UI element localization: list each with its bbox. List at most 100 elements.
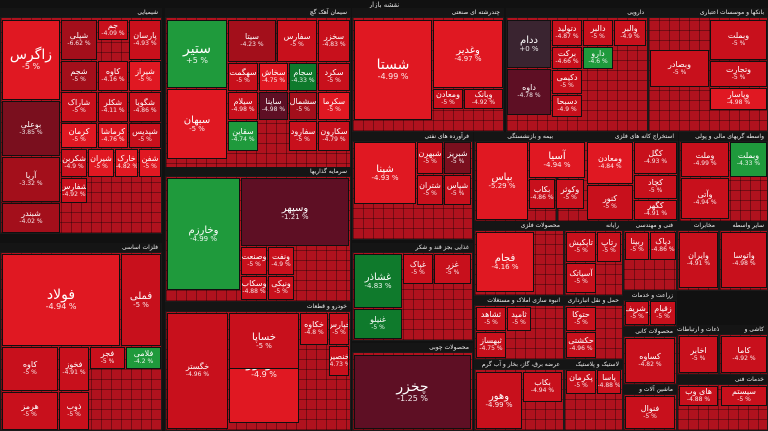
stock-tile[interactable]: سقاین -4.74 % bbox=[228, 121, 258, 151]
stock-tile[interactable]: پاسا -4.88 % bbox=[597, 370, 621, 394]
stock-tile[interactable]: ذوب -5 % bbox=[59, 392, 89, 430]
stock-tile[interactable]: شتران -5 % bbox=[417, 175, 443, 205]
stock-tile[interactable]: سهگمت -5 % bbox=[228, 63, 258, 91]
stock-tile[interactable]: دپاک -4.86 % bbox=[650, 232, 676, 260]
stock-tile[interactable]: ثبهساز -4.75 % bbox=[476, 332, 506, 358]
stock-tile[interactable]: دارو -4.6 % bbox=[583, 47, 613, 69]
stock-tile[interactable]: شفارس -4.92 % bbox=[61, 178, 87, 203]
stock-tile[interactable]: زاگرس -5 % bbox=[2, 20, 60, 100]
stock-tile[interactable]: فخوز -4.91 % bbox=[59, 347, 89, 391]
stock-tile[interactable]: شبریز -5 % bbox=[444, 142, 471, 174]
stock-tile[interactable]: داوه -4.78 % bbox=[507, 69, 551, 115]
stock-tile[interactable]: پارسان -4.93 % bbox=[129, 20, 161, 60]
stock-tile[interactable]: شبندر -4.02 % bbox=[2, 203, 60, 233]
stock-tile[interactable]: کگل -4.93 % bbox=[634, 142, 677, 174]
stock-tile[interactable]: شستا -4.99 % bbox=[354, 20, 432, 120]
stock-tile[interactable]: شیران -5 % bbox=[88, 149, 114, 177]
stock-tile[interactable]: ومعادن -4.84 % bbox=[587, 142, 633, 184]
stock-tile[interactable]: فولاد -4.94 % bbox=[2, 254, 120, 346]
stock-tile[interactable]: کاما -4.92 % bbox=[721, 336, 767, 373]
stock-tile[interactable]: وتجارت -5 % bbox=[710, 61, 767, 87]
stock-tile[interactable]: وملت -4.99 % bbox=[681, 142, 729, 177]
stock-tile[interactable]: غشاذر -4.83 % bbox=[354, 254, 402, 308]
stock-tile[interactable]: زقیام -5 % bbox=[650, 301, 676, 325]
stock-tile[interactable]: دکیمی -5 % bbox=[552, 70, 582, 94]
stock-tile[interactable]: وسپهر -1.21 % bbox=[241, 178, 349, 246]
stock-tile[interactable]: خساپا -5 % bbox=[229, 313, 299, 369]
stock-tile[interactable]: کچاد -5 % bbox=[634, 175, 677, 199]
stock-tile[interactable]: حکشتی -4.96 % bbox=[566, 332, 596, 358]
stock-tile[interactable]: شیراز -5 % bbox=[129, 61, 161, 91]
stock-tile[interactable]: دتولید -4.87 % bbox=[552, 20, 582, 46]
stock-tile[interactable]: خگستر -4.96 % bbox=[167, 313, 228, 429]
stock-tile[interactable]: سفارود -5 % bbox=[289, 121, 317, 151]
stock-tile[interactable]: ومعادن -5 % bbox=[433, 89, 463, 109]
stock-tile[interactable]: بکاب -4.86 % bbox=[529, 179, 555, 209]
stock-tile[interactable]: فجام -4.16 % bbox=[476, 232, 534, 292]
stock-tile[interactable]: آسیا -4.94 % bbox=[529, 142, 585, 178]
stock-tile[interactable]: وصنعت -5 % bbox=[241, 247, 267, 275]
stock-tile[interactable]: شپنا -4.93 % bbox=[354, 142, 416, 204]
stock-tile[interactable]: برکت -4.66 % bbox=[552, 47, 582, 69]
stock-tile[interactable]: ربپنا -5 % bbox=[625, 232, 649, 260]
stock-tile[interactable]: سکرما -5 % bbox=[318, 92, 350, 120]
stock-tile[interactable]: وآتی -4.94 % bbox=[681, 178, 729, 219]
stock-tile[interactable]: سفارس -5 % bbox=[277, 20, 317, 62]
stock-tile[interactable]: بکاب -4.94 % bbox=[523, 372, 562, 402]
stock-tile[interactable]: خارک -4.82 % bbox=[115, 149, 138, 177]
stock-tile[interactable]: های وب -4.88 % bbox=[679, 386, 718, 406]
stock-tile[interactable]: فلامی -4.2 % bbox=[126, 347, 161, 369]
stock-tile[interactable]: سکارون -4.79 % bbox=[318, 121, 350, 151]
stock-tile[interactable]: سخزر -4.83 % bbox=[318, 20, 350, 62]
stock-tile[interactable]: خنصیر-4.73 % bbox=[329, 346, 349, 376]
stock-tile[interactable]: پکرمان -5 % bbox=[566, 370, 596, 394]
stock-tile[interactable]: شپدیس -5 % bbox=[129, 123, 161, 148]
stock-tile[interactable]: چخزر -1.25 % bbox=[354, 355, 471, 429]
stock-tile[interactable]: آسیاتک -5 % bbox=[566, 263, 596, 293]
stock-tile[interactable]: ددام +0 % bbox=[507, 20, 551, 68]
stock-tile[interactable]: سشمال -5 % bbox=[289, 92, 317, 120]
stock-tile[interactable]: وایران -4.91 % bbox=[679, 232, 718, 288]
stock-tile[interactable]: شپاس -5 % bbox=[444, 175, 471, 205]
stock-tile[interactable]: غنیلو -5 % bbox=[354, 309, 402, 339]
stock-tile[interactable]: اخابر -5 % bbox=[679, 336, 718, 373]
stock-tile[interactable]: جم -4.09 % bbox=[98, 20, 128, 40]
stock-tile[interactable]: شفن -5 % bbox=[139, 149, 161, 177]
stock-tile[interactable]: سکرد -5 % bbox=[318, 63, 350, 91]
stock-tile[interactable]: وپاسار -4.98 % bbox=[710, 88, 767, 110]
stock-tile[interactable]: کگهر -4.91 % bbox=[634, 200, 677, 220]
stock-tile[interactable]: شگویا -4.86 % bbox=[129, 92, 161, 122]
stock-tile[interactable]: بوعلی -3.85 % bbox=[2, 101, 60, 156]
stock-tile[interactable]: شکربن -4.9 % bbox=[61, 149, 87, 177]
stock-tile[interactable]: فنوال -5 % bbox=[625, 396, 675, 429]
stock-tile[interactable]: ستیر +5 % bbox=[167, 20, 227, 88]
stock-tile[interactable]: رتاپ -5 % bbox=[597, 232, 621, 262]
stock-tile[interactable]: شاراک -5 % bbox=[61, 92, 97, 122]
stock-tile[interactable]: سبهان -5 % bbox=[167, 89, 227, 159]
stock-tile[interactable]: حتوکا -5 % bbox=[566, 307, 596, 331]
stock-tile[interactable]: شکلر -4.11 % bbox=[98, 92, 128, 122]
stock-tile[interactable]: سیتا -4.23 % bbox=[228, 20, 276, 62]
stock-tile[interactable]: خپارس-5 % bbox=[329, 313, 349, 345]
stock-tile[interactable]: تاپکیش -5 % bbox=[566, 232, 596, 262]
stock-tile[interactable]: ونیکی -5 % bbox=[268, 276, 294, 300]
stock-tile[interactable]: زشریف -5 % bbox=[625, 301, 649, 325]
stock-tile[interactable]: وبانک -4.92 % bbox=[464, 89, 503, 109]
stock-tile[interactable]: ونفت -4.9 % bbox=[268, 247, 294, 275]
stock-tile[interactable]: کرمان -5 % bbox=[61, 123, 97, 148]
stock-tile[interactable]: کاوه -5 % bbox=[2, 347, 58, 391]
stock-tile[interactable]: کرماشا -4.76 % bbox=[98, 123, 128, 148]
stock-tile[interactable]: وغدیر -4.97 % bbox=[433, 20, 503, 88]
stock-tile[interactable]: هرمز -5 % bbox=[2, 392, 58, 430]
stock-tile[interactable]: کاوه -4.16 % bbox=[98, 61, 128, 91]
stock-tile[interactable]: ثامید -5 % bbox=[507, 307, 531, 331]
stock-tile[interactable]: دالبر -5 % bbox=[583, 20, 613, 46]
stock-tile[interactable]: خکاوه -4.8 % bbox=[300, 313, 328, 345]
stock-tile[interactable]: دسبحا -4.9 % bbox=[552, 95, 582, 117]
stock-tile[interactable]: کنور -5 % bbox=[587, 185, 633, 220]
stock-tile[interactable]: والبر -4.9 % bbox=[614, 20, 646, 46]
stock-tile[interactable]: وبصادر -5 % bbox=[650, 50, 709, 87]
stock-tile[interactable]: آریا -3.32 % bbox=[2, 157, 60, 202]
stock-tile[interactable]: فملی -5 % bbox=[121, 254, 161, 346]
stock-tile[interactable]: سیستم -5 % bbox=[721, 386, 767, 406]
